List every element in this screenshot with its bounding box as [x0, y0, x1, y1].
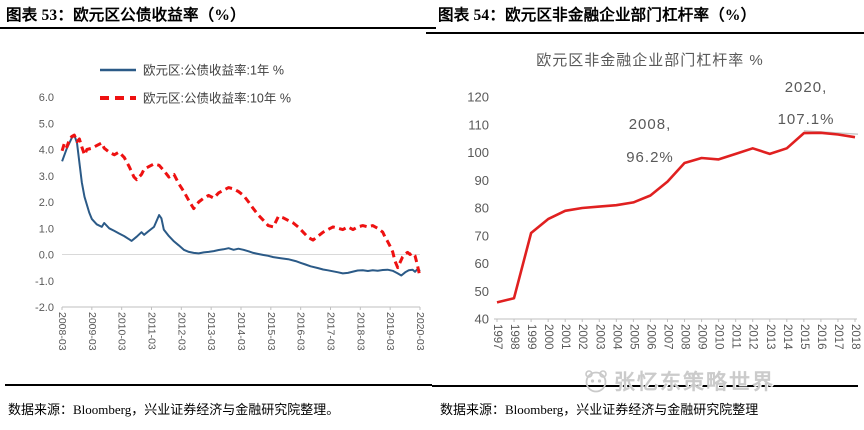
leverage-chart-canvas: 欧元区非金融企业部门杠杆率 % 120 110 100 90 80 70 60 50 401997… — [467, 51, 861, 350]
bond-yield-chart-canvas: 欧元区:公债收益率:1年 % 欧元区:公债收益率:10年 % 6.0 5.0 4.0 3.… — [35, 63, 426, 351]
y-tick-label: 80 — [475, 201, 489, 216]
y-tick-label: 2.0 — [39, 197, 54, 209]
y-tick-label: -1.0 — [35, 276, 54, 288]
series-line-10y — [60, 133, 422, 278]
x-tick-label: 2016 — [815, 324, 827, 350]
x-tick-label: 2010 — [713, 324, 725, 350]
y-tick-label: 5.0 — [39, 118, 54, 130]
watermark-text: 张忆东策略世界 — [614, 371, 775, 394]
x-tick-label: 2010-03 — [116, 312, 128, 351]
figure-53-panel: 图表 53：欧元区公债收益率（%） 欧元区:公债收益率:1年 % 欧元区:公债收益… — [0, 7, 436, 417]
figure-53-source: 数据来源：Bloomberg，兴业证券经济与金融研究院整理。 — [8, 402, 340, 417]
y-tick-label: 6.0 — [39, 92, 54, 104]
x-tick-label: 2014-03 — [235, 312, 247, 351]
panda-logo-icon — [585, 370, 607, 393]
y-tick-label: 100 — [467, 145, 489, 160]
x-tick-label: 2020-03 — [414, 312, 426, 351]
annotation-year: 2020, — [785, 79, 828, 96]
x-tick-label: 2016-03 — [295, 312, 307, 351]
x-tick-label: 2017-03 — [325, 312, 337, 351]
figure-53-bottom-rule — [5, 384, 432, 386]
x-tick-label: 2001 — [559, 324, 571, 350]
x-tick-label: 2007 — [661, 324, 673, 350]
x-tick-label: 2004 — [610, 324, 622, 350]
x-tick-label: 2018-03 — [354, 312, 366, 351]
x-tick-label: 2003 — [593, 324, 605, 350]
x-tick-label: 1997 — [491, 324, 503, 350]
annotation-year: 2008, — [629, 116, 672, 133]
figure-54-bottom-rule — [432, 385, 858, 387]
inner-chart-title: 欧元区非金融企业部门杠杆率 % — [536, 51, 764, 69]
x-tick-label: 2002 — [576, 324, 588, 350]
figure-54-panel: 图表 54：欧元区非金融企业部门杠杆率（%） 欧元区非金融企业部门杠杆率 % 12… — [426, 0, 864, 430]
x-tick-label: 2018 — [849, 324, 861, 350]
series-line-leverage — [496, 131, 856, 304]
x-tick-label: 2009 — [696, 324, 708, 350]
y-tick-label: 50 — [475, 284, 489, 299]
figure-54-title-rule — [426, 32, 864, 34]
x-tick-label: 2015-03 — [265, 312, 277, 351]
x-tick-label: 2008-03 — [56, 312, 68, 351]
y-tick-label: -2.0 — [35, 302, 54, 314]
annotation-value: 107.1% — [778, 111, 835, 128]
x-tick-label: 2013-03 — [205, 312, 217, 351]
figure-53-title: 图表 53：欧元区公债收益率（%） — [6, 7, 246, 24]
figure-54-source: 数据来源：Bloomberg，兴业证券经济与金融研究院整理 — [440, 402, 759, 417]
x-tick-label: 2012-03 — [175, 312, 187, 351]
x-tick-label: 2013 — [764, 324, 776, 350]
legend-label: 欧元区:公债收益率:10年 % — [143, 91, 291, 106]
x-tick-label: 2019-03 — [384, 312, 396, 351]
x-tick-label: 2009-03 — [86, 312, 98, 351]
x-tick-label: 2008 — [679, 324, 691, 350]
x-tick-label: 2011 — [730, 324, 742, 349]
annotation-value: 96.2% — [626, 149, 674, 166]
x-tick-label: 1999 — [525, 324, 537, 350]
x-tick-label: 2011-03 — [146, 312, 158, 350]
y-tick-label: 0.0 — [39, 250, 54, 262]
x-tick-label: 2005 — [627, 324, 639, 350]
y-tick-label: 110 — [468, 117, 489, 132]
y-tick-label: 40 — [475, 312, 489, 327]
y-tick-label: 4.0 — [39, 145, 54, 157]
y-tick-label: 3.0 — [39, 171, 54, 183]
figure-53-title-rule — [0, 27, 436, 29]
x-tick-label: 2006 — [644, 324, 656, 350]
y-tick-label: 70 — [475, 228, 489, 243]
x-tick-label: 2000 — [542, 324, 554, 350]
brand-watermark: 张忆东策略世界 — [582, 366, 775, 396]
y-tick-label: 1.0 — [39, 223, 54, 235]
x-tick-label: 2014 — [781, 324, 793, 350]
y-tick-label: 90 — [475, 173, 489, 188]
series-line-1y — [61, 134, 421, 277]
figure-54-title: 图表 54：欧元区非金融企业部门杠杆率（%） — [438, 7, 757, 24]
y-tick-label: 60 — [475, 256, 489, 271]
x-tick-label: 2012 — [747, 324, 759, 350]
x-tick-label: 2015 — [798, 324, 810, 350]
x-tick-label: 1998 — [508, 324, 520, 350]
x-tick-label: 2017 — [832, 324, 844, 350]
y-tick-label: 120 — [467, 90, 489, 105]
legend-label: 欧元区:公债收益率:1年 % — [143, 63, 284, 78]
